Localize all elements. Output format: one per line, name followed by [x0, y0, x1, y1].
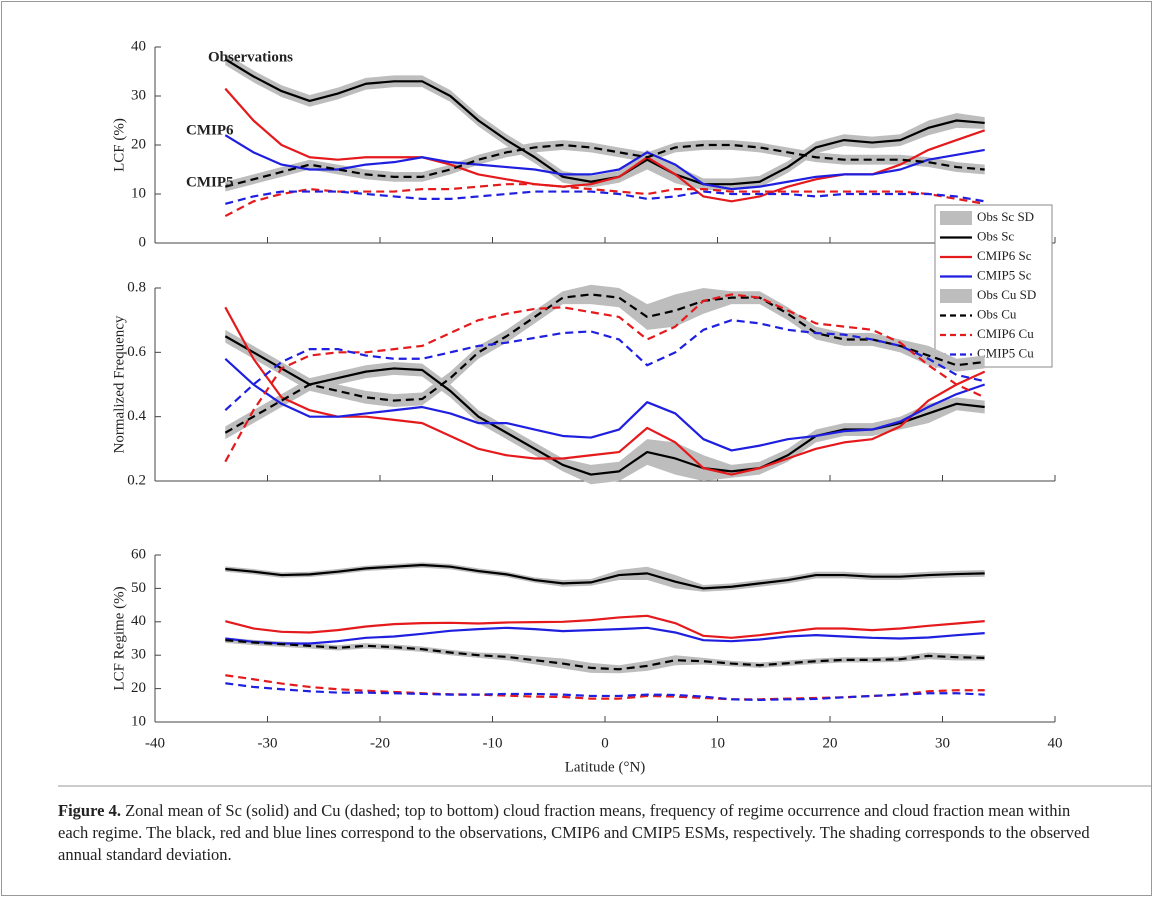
legend-swatch [940, 289, 972, 303]
y-axis-label: LCF (%) [111, 118, 127, 172]
series-line [224, 183, 985, 218]
x-tick-label: 10 [710, 735, 725, 751]
y-tick-label: 0.8 [127, 279, 146, 295]
y-axis-label: LCF Regime (%) [111, 586, 127, 690]
legend-label: CMIP5 Sc [977, 267, 1032, 282]
y-tick-label: 50 [131, 580, 146, 596]
legend-swatch [940, 211, 972, 225]
series-line [225, 190, 985, 205]
y-tick-label: 20 [131, 136, 146, 152]
annotation: CMIP5 [186, 174, 234, 190]
legend-label: CMIP6 Cu [977, 326, 1034, 341]
legend-box [934, 204, 1053, 368]
series-line [224, 319, 985, 412]
series-line [225, 639, 985, 671]
sd-band [225, 562, 985, 592]
legend-label: Obs Cu [977, 306, 1017, 321]
series-line [225, 614, 985, 639]
legend-label: Obs Sc [977, 228, 1014, 243]
x-tick-label: 20 [823, 735, 838, 751]
series-line [224, 357, 986, 452]
y-tick-label: 10 [131, 185, 146, 201]
series-line [225, 143, 985, 188]
sd-band [225, 637, 985, 674]
y-tick-label: 30 [131, 647, 146, 663]
legend-label: Obs Cu SD [977, 287, 1036, 302]
series-line [225, 674, 985, 701]
series-line [225, 682, 985, 702]
legend-label: Obs Sc SD [977, 209, 1034, 224]
x-tick-label: -30 [258, 735, 278, 751]
series-line [224, 134, 985, 191]
y-tick-label: 10 [131, 713, 146, 729]
y-tick-label: 0.6 [127, 344, 146, 360]
series-line [225, 563, 985, 590]
y-tick-label: 30 [131, 87, 146, 103]
series-line [224, 306, 986, 476]
y-tick-label: 40 [131, 613, 146, 629]
x-tick-label: 40 [1048, 735, 1063, 751]
x-tick-label: -20 [370, 735, 390, 751]
y-tick-label: 0.2 [127, 472, 146, 488]
legend-label: CMIP5 Cu [977, 345, 1034, 360]
sd-band [225, 284, 985, 440]
x-axis-label: Latitude (°N) [565, 759, 646, 775]
legend-label: CMIP6 Sc [977, 248, 1032, 263]
sd-band [225, 329, 985, 485]
caption: Figure 4. Zonal mean of Sc (solid) and C… [58, 800, 1098, 866]
caption-label: Figure 4. [58, 801, 121, 820]
y-tick-label: 0 [139, 234, 147, 250]
caption-text: Zonal mean of Sc (solid) and Cu (dashed;… [58, 801, 1090, 864]
x-tick-label: 30 [935, 735, 950, 751]
sd-band [225, 140, 985, 192]
y-tick-label: 20 [131, 680, 146, 696]
series-line [224, 58, 985, 186]
x-tick-label: 0 [601, 735, 609, 751]
x-tick-label: -40 [145, 735, 165, 751]
series-line [225, 626, 985, 645]
y-tick-label: 60 [131, 546, 146, 562]
y-tick-label: 40 [131, 38, 146, 54]
annotation: Observations [208, 49, 293, 65]
annotation: CMIP6 [186, 122, 234, 138]
y-axis-label: Normalized Frequency [111, 315, 127, 453]
x-tick-label: -10 [483, 735, 503, 751]
y-tick-label: 0.4 [127, 408, 146, 424]
